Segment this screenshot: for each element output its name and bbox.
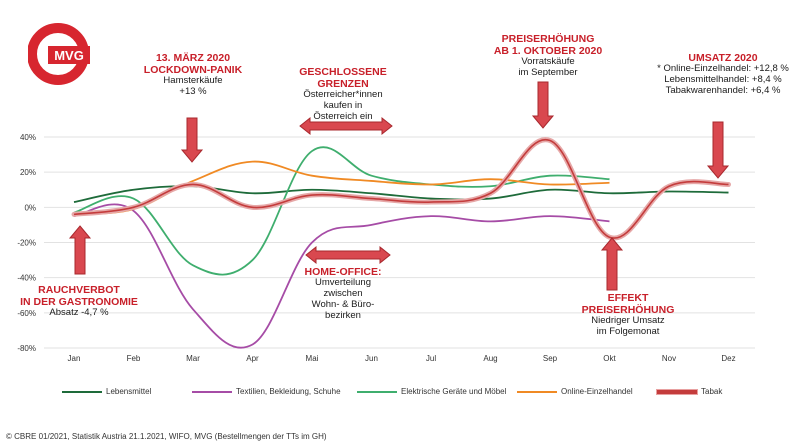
x-tick-label: Dez <box>721 354 735 363</box>
series-line-elektrische-geräte-und-möbel <box>73 146 610 276</box>
x-tick-label: Sep <box>543 354 558 363</box>
series-line-tabak <box>73 138 729 239</box>
legend-item-textilien: Textilien, Bekleidung, Schuhe <box>192 387 341 396</box>
legend-item-tabak: Tabak <box>657 387 722 396</box>
x-tick-label: Apr <box>246 354 259 363</box>
legend-item-lebensmittel: Lebensmittel <box>62 387 151 396</box>
annotation-preiserhoehung: PREISERHÖHUNG AB 1. OKTOBER 2020 Vorrats… <box>493 33 603 79</box>
y-tick-label: 0% <box>24 203 36 212</box>
legend: Lebensmittel Textilien, Bekleidung, Schu… <box>62 387 762 403</box>
x-tick-label: Jan <box>68 354 81 363</box>
arrow-double-homeoffice-icon <box>305 245 391 265</box>
legend-swatch <box>657 389 697 394</box>
annotation-grenzen: GESCHLOSSENE GRENZEN Österreicher*innen … <box>299 66 387 122</box>
arrow-up-rauchverbot-icon <box>68 225 92 275</box>
source-footer: © CBRE 01/2021, Statistik Austria 21.1.2… <box>6 432 327 441</box>
y-tick-label: 20% <box>20 168 36 177</box>
legend-swatch <box>517 390 557 393</box>
annotation-rauchverbot: RAUCHVERBOT IN DER GASTRONOMIE Absatz -4… <box>20 284 138 319</box>
y-tick-label: 40% <box>20 133 36 142</box>
grid <box>44 136 755 349</box>
x-tick-label: Nov <box>662 354 676 363</box>
y-axis: -80% -60% -40% -20% 0% 20% 40% <box>17 133 36 353</box>
annotation-arrows <box>68 81 730 291</box>
legend-item-online: Online-Einzelhandel <box>517 387 633 396</box>
series-line-textilien-bekleidung-schuhe <box>73 203 610 349</box>
y-tick-label: -40% <box>17 274 36 283</box>
arrow-double-grenzen-icon <box>299 116 393 136</box>
y-tick-label: -20% <box>17 239 36 248</box>
legend-item-elektrische-geraete: Elektrische Geräte und Möbel <box>357 387 506 396</box>
arrow-up-effekt-icon <box>600 237 624 291</box>
logo-band <box>48 46 90 64</box>
logo-text: MVG <box>54 48 84 63</box>
legend-swatch <box>192 390 232 393</box>
legend-swatch <box>62 390 102 393</box>
x-tick-label: Mai <box>306 354 319 363</box>
x-tick-label: Jun <box>365 354 378 363</box>
series-lines <box>71 137 731 349</box>
y-tick-label: -60% <box>17 309 36 318</box>
arrow-down-lockdown-icon <box>180 117 204 163</box>
x-axis: Jan Feb Mar Apr Mai Jun Jul Aug Sep Okt Nov Dez <box>68 354 736 363</box>
arrow-down-preiserhoehung-icon <box>531 81 555 129</box>
x-tick-label: Mar <box>186 354 200 363</box>
annotation-homeoffice: HOME-OFFICE: Umverteilung zwischen Wohn-… <box>304 266 382 321</box>
x-tick-label: Okt <box>603 354 616 363</box>
y-tick-label: -80% <box>17 344 36 353</box>
annotation-lockdown: 13. MÄRZ 2020 LOCKDOWN-PANIK Hamsterkäuf… <box>143 52 243 98</box>
x-tick-label: Aug <box>483 354 497 363</box>
legend-swatch <box>357 390 397 393</box>
annotation-effekt: EFFEKT PREISERHÖHUNG Niedriger Umsatz im… <box>581 292 675 338</box>
x-tick-label: Jul <box>426 354 436 363</box>
x-tick-label: Feb <box>127 354 141 363</box>
annotation-umsatz: UMSATZ 2020 * Online-Einzelhandel: +12,8… <box>657 52 789 96</box>
mvg-logo: MVG <box>28 23 90 85</box>
arrow-down-umsatz-icon <box>706 121 730 179</box>
